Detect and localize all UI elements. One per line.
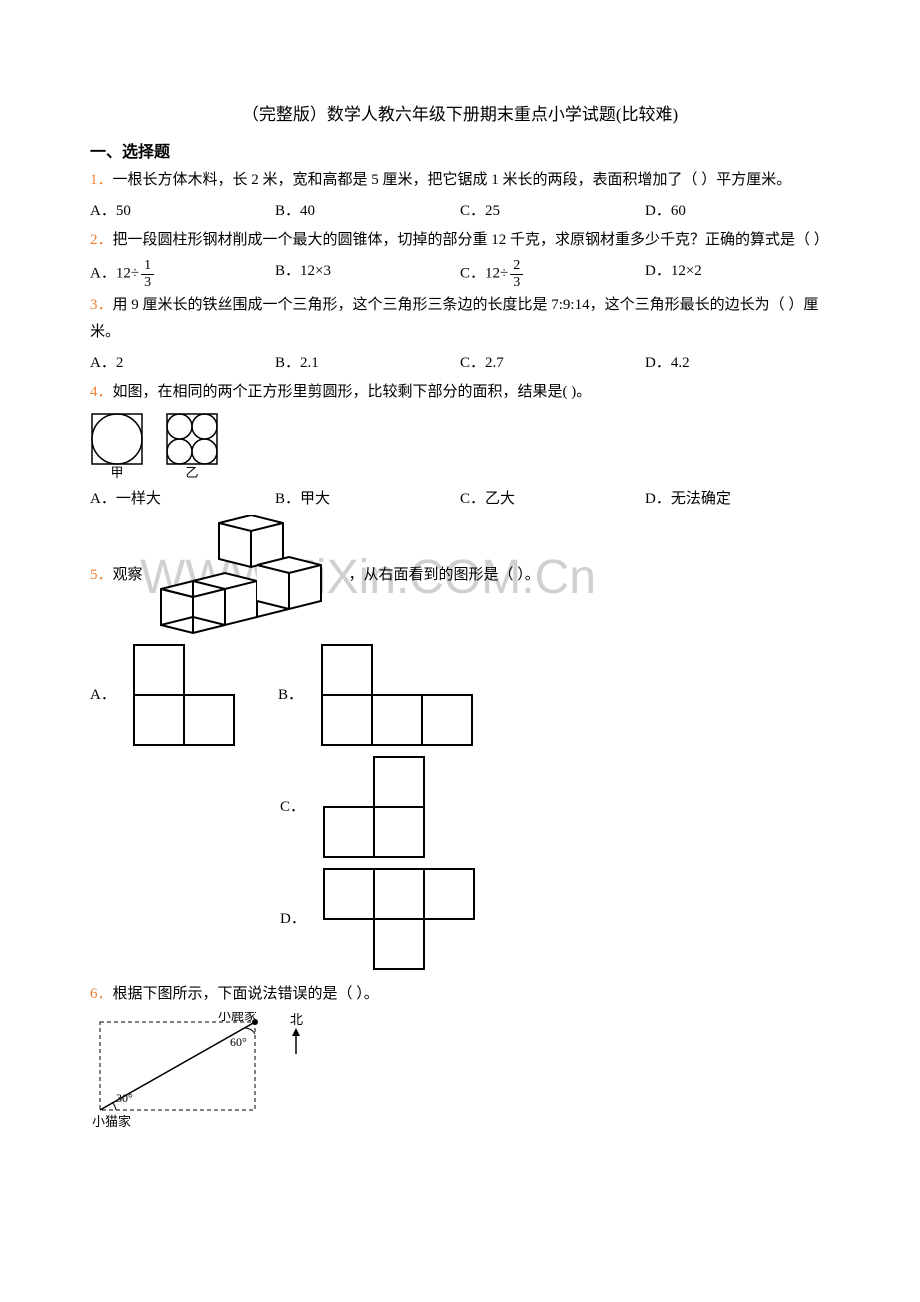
q4-fig-yi: 乙 bbox=[165, 412, 220, 480]
q4-opt-a: A．一样大 bbox=[90, 486, 275, 513]
q5-opt-d-figure bbox=[322, 867, 476, 971]
q1-opt-a: A．50 bbox=[90, 198, 275, 225]
q2-opt-b: B．12×3 bbox=[275, 258, 460, 290]
q1-options: A．50 B．40 C．25 D．60 bbox=[90, 198, 830, 225]
q3-opt-b: B．2.1 bbox=[275, 350, 460, 377]
question-5: 5．观察 ，从右面看到的图形是（ ）。 WWW.Z bbox=[90, 515, 830, 635]
q1-text: 一根长方体木料，长 2 米，宽和高都是 5 厘米，把它锯成 1 米长的两段，表面… bbox=[113, 172, 792, 188]
q4-options: A．一样大 B．甲大 C．乙大 D．无法确定 bbox=[90, 486, 830, 513]
q4-fig-jia: 甲 bbox=[90, 412, 145, 480]
svg-text:甲: 甲 bbox=[110, 465, 123, 480]
q3-opt-c: C．2.7 bbox=[460, 350, 645, 377]
q5-opt-b: B． bbox=[278, 682, 308, 709]
fraction-icon: 23 bbox=[510, 258, 523, 290]
q5-opt-d: D． bbox=[280, 906, 310, 933]
q2-opt-c: C．12÷23 bbox=[460, 258, 645, 290]
svg-text:小猫家: 小猫家 bbox=[92, 1114, 131, 1129]
q5-opt-a-figure bbox=[132, 643, 236, 747]
q2-opt-a-prefix: A．12÷ bbox=[90, 266, 139, 282]
q5-opt-a: A． bbox=[90, 682, 120, 709]
q4-opt-d: D．无法确定 bbox=[645, 486, 830, 513]
svg-text:60°: 60° bbox=[230, 1035, 247, 1049]
q5-opt-d-row: D． bbox=[280, 867, 830, 971]
q3-text: 用 9 厘米长的铁丝围成一个三角形，这个三角形三条边的长度比是 7:9:14，这… bbox=[90, 297, 818, 340]
q5-opt-c: C． bbox=[280, 794, 310, 821]
section-header: 一、选择题 bbox=[90, 139, 830, 168]
q4-number: 4． bbox=[90, 384, 113, 400]
q3-opt-a: A．2 bbox=[90, 350, 275, 377]
q4-opt-b: B．甲大 bbox=[275, 486, 460, 513]
page-title: （完整版）数学人教六年级下册期末重点小学试题(比较难) bbox=[90, 100, 830, 131]
q6-text: 根据下图所示，下面说法错误的是（ ）。 bbox=[113, 986, 379, 1002]
svg-text:北: 北 bbox=[290, 1012, 303, 1027]
q3-options: A．2 B．2.1 C．2.7 D．4.2 bbox=[90, 350, 830, 377]
q6-figure: 60° 30° 小鹿家 北 小猫家 bbox=[90, 1012, 330, 1132]
q5-opt-a-row: A． B． bbox=[90, 643, 830, 747]
q5-text-after: ，从右面看到的图形是（ ）。 bbox=[349, 562, 540, 589]
q5-3d-cubes-icon bbox=[151, 515, 341, 635]
question-3: 3．用 9 厘米长的铁丝围成一个三角形，这个三角形三条边的长度比是 7:9:14… bbox=[90, 292, 830, 346]
q3-number: 3． bbox=[90, 297, 113, 313]
q5-text-before: 观察 bbox=[113, 567, 143, 583]
q2-opt-a: A．12÷13 bbox=[90, 258, 275, 290]
question-1: 1．一根长方体木料，长 2 米，宽和高都是 5 厘米，把它锯成 1 米长的两段，… bbox=[90, 167, 830, 194]
q5-number: 5． bbox=[90, 567, 113, 583]
q4-figures: 甲 乙 bbox=[90, 412, 830, 480]
fraction-icon: 13 bbox=[141, 258, 154, 290]
q1-number: 1． bbox=[90, 172, 113, 188]
q1-opt-d: D．60 bbox=[645, 198, 830, 225]
q6-number: 6． bbox=[90, 986, 113, 1002]
q1-opt-b: B．40 bbox=[275, 198, 460, 225]
svg-text:乙: 乙 bbox=[185, 465, 198, 480]
q2-number: 2． bbox=[90, 232, 113, 248]
q3-opt-d: D．4.2 bbox=[645, 350, 830, 377]
q5-opt-c-figure bbox=[322, 755, 426, 859]
question-6: 6．根据下图所示，下面说法错误的是（ ）。 bbox=[90, 981, 830, 1008]
q2-text: 把一段圆柱形钢材削成一个最大的圆锥体，切掉的部分重 12 千克，求原钢材重多少千… bbox=[113, 232, 829, 248]
q2-opt-d: D．12×2 bbox=[645, 258, 830, 290]
question-4: 4．如图，在相同的两个正方形里剪圆形，比较剩下部分的面积，结果是( )。 bbox=[90, 379, 830, 406]
q4-opt-c: C．乙大 bbox=[460, 486, 645, 513]
q2-opt-c-prefix: C．12÷ bbox=[460, 266, 508, 282]
question-2: 2．把一段圆柱形钢材削成一个最大的圆锥体，切掉的部分重 12 千克，求原钢材重多… bbox=[90, 227, 830, 254]
q1-opt-c: C．25 bbox=[460, 198, 645, 225]
q2-options: A．12÷13 B．12×3 C．12÷23 D．12×2 bbox=[90, 258, 830, 290]
q5-opt-b-figure bbox=[320, 643, 474, 747]
q4-text: 如图，在相同的两个正方形里剪圆形，比较剩下部分的面积，结果是( )。 bbox=[113, 384, 592, 400]
svg-text:30°: 30° bbox=[116, 1091, 133, 1105]
svg-text:小鹿家: 小鹿家 bbox=[218, 1012, 257, 1023]
q5-opt-c-row: C． bbox=[280, 755, 830, 859]
